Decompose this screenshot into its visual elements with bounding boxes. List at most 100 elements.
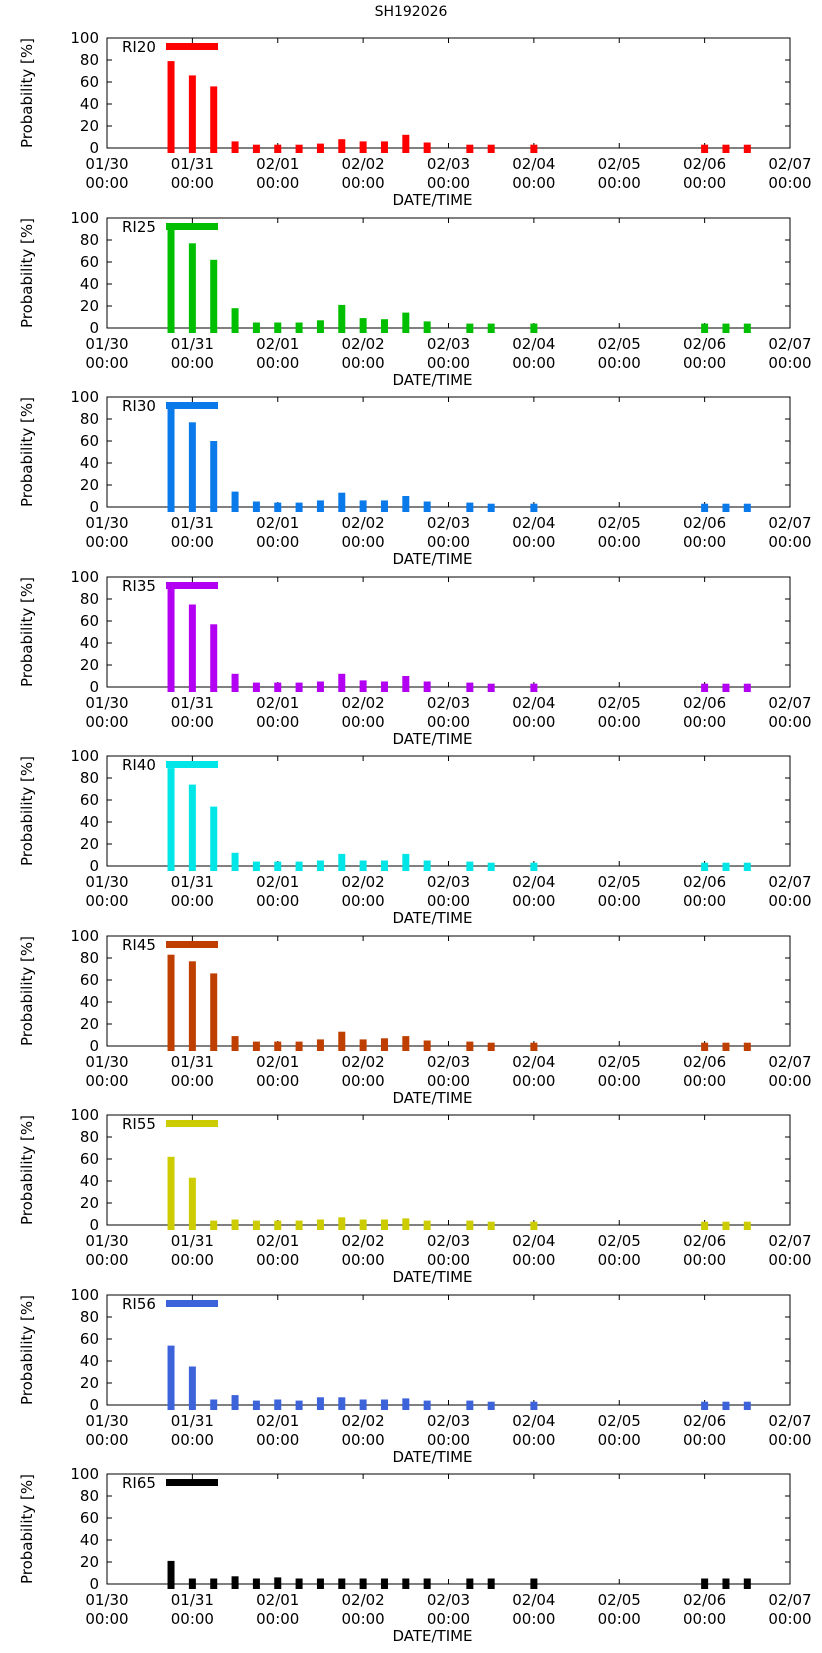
bar-ri40-14	[487, 862, 495, 871]
y-tick-label: 40	[80, 1352, 99, 1370]
x-tick-time-label: 00:00	[683, 1610, 726, 1628]
legend-swatch	[166, 761, 218, 768]
bar-ri56-2	[210, 1399, 218, 1410]
bar-ri35-0	[167, 586, 175, 692]
x-tick-time-label: 00:00	[342, 1431, 385, 1449]
bar-ri45-12	[423, 1040, 431, 1051]
plot-frame	[106, 217, 791, 329]
y-tick-label: 20	[80, 1553, 99, 1571]
bar-ri25-3	[231, 308, 239, 333]
x-tick-time-label: 00:00	[683, 713, 726, 731]
x-tick-date-label: 01/30	[85, 873, 128, 891]
x-tick-date-label: 02/07	[768, 694, 811, 712]
x-tick-time-label: 00:00	[256, 174, 299, 192]
x-tick-time-label: 00:00	[427, 354, 470, 372]
bar-ri35-8	[338, 673, 346, 692]
chart-panel-ri30: 02040608010001/3000:0001/3100:0002/0100:…	[18, 388, 812, 568]
x-tick-date-label: 02/03	[427, 1232, 470, 1250]
bar-ri55-6	[295, 1220, 303, 1230]
x-tick-date-label: 02/06	[683, 1412, 726, 1430]
bar-ri30-6	[295, 502, 303, 512]
x-tick-date-label: 02/07	[768, 1053, 811, 1071]
x-tick-date-label: 02/02	[342, 1053, 385, 1071]
bar-ri20-14	[487, 144, 495, 153]
x-tick-time-label: 00:00	[85, 1072, 128, 1090]
legend-label: RI45	[122, 936, 156, 954]
x-tick-time-label: 00:00	[171, 174, 214, 192]
y-axis-label: Probability [%]	[18, 38, 36, 148]
bar-ri35-7	[316, 681, 324, 692]
bar-ri55-5	[274, 1220, 282, 1230]
bar-ri25-17	[722, 323, 730, 333]
bar-ri65-18	[743, 1578, 751, 1589]
bar-ri40-9	[359, 860, 367, 871]
y-tick-label: 80	[80, 51, 99, 69]
x-tick-date-label: 02/01	[256, 1053, 299, 1071]
y-tick-label: 60	[80, 1330, 99, 1348]
y-tick-label: 20	[80, 1194, 99, 1212]
legend-swatch	[166, 402, 218, 409]
bar-ri56-18	[743, 1401, 751, 1410]
x-tick-time-label: 00:00	[512, 1072, 555, 1090]
bar-ri25-10	[380, 319, 388, 333]
bar-ri65-17	[722, 1578, 730, 1589]
bar-ri56-4	[252, 1400, 260, 1410]
bar-ri65-1	[188, 1578, 196, 1589]
bar-ri40-10	[380, 860, 388, 871]
bar-ri55-7	[316, 1219, 324, 1230]
x-tick-time-label: 00:00	[512, 892, 555, 910]
bar-ri20-1	[188, 75, 196, 153]
y-tick-label: 80	[80, 769, 99, 787]
y-axis-label: Probability [%]	[18, 577, 36, 687]
y-tick-label: 20	[80, 476, 99, 494]
x-tick-time-label: 00:00	[342, 1251, 385, 1269]
x-tick-date-label: 01/30	[85, 694, 128, 712]
bar-ri40-12	[423, 860, 431, 871]
x-tick-date-label: 01/31	[171, 1412, 214, 1430]
chart-panel-ri25: 02040608010001/3000:0001/3100:0002/0100:…	[18, 209, 812, 389]
bar-ri56-12	[423, 1400, 431, 1410]
bar-ri45-3	[231, 1036, 239, 1051]
x-tick-time-label: 00:00	[598, 533, 641, 551]
x-tick-time-label: 00:00	[683, 892, 726, 910]
bar-ri45-9	[359, 1039, 367, 1051]
x-tick-date-label: 01/31	[171, 514, 214, 532]
x-tick-date-label: 02/03	[427, 514, 470, 532]
bar-ri25-5	[274, 322, 282, 333]
legend-label: RI35	[122, 577, 156, 595]
bar-ri65-0	[167, 1560, 175, 1589]
plot-frame	[106, 755, 791, 867]
x-tick-date-label: 01/31	[171, 694, 214, 712]
bar-ri30-7	[316, 500, 324, 512]
y-tick-label: 60	[80, 791, 99, 809]
y-axis-label: Probability [%]	[18, 1115, 36, 1225]
bar-ri35-6	[295, 682, 303, 692]
x-tick-date-label: 02/01	[256, 335, 299, 353]
y-tick-label: 60	[80, 1509, 99, 1527]
legend-swatch	[166, 43, 218, 50]
x-tick-date-label: 02/07	[768, 1232, 811, 1250]
bar-ri30-0	[167, 406, 175, 512]
x-tick-time-label: 00:00	[171, 1431, 214, 1449]
bar-ri25-9	[359, 318, 367, 333]
bar-ri55-9	[359, 1219, 367, 1230]
plot-frame	[106, 1473, 791, 1585]
bar-ri45-10	[380, 1038, 388, 1051]
bar-ri20-15	[530, 144, 538, 153]
y-tick-label: 40	[80, 813, 99, 831]
x-tick-date-label: 02/05	[598, 155, 641, 173]
x-tick-date-label: 02/03	[427, 1412, 470, 1430]
x-tick-time-label: 00:00	[683, 1251, 726, 1269]
bar-ri65-7	[316, 1578, 324, 1589]
x-tick-time-label: 00:00	[342, 354, 385, 372]
legend-swatch	[166, 223, 218, 230]
x-tick-time-label: 00:00	[427, 1610, 470, 1628]
bar-ri40-15	[530, 862, 538, 871]
bar-ri35-11	[402, 676, 410, 692]
bar-ri45-2	[210, 973, 218, 1051]
bar-ri40-3	[231, 852, 239, 871]
bar-ri35-13	[466, 682, 474, 692]
bar-ri40-6	[295, 861, 303, 871]
x-tick-date-label: 02/02	[342, 1412, 385, 1430]
y-tick-label: 60	[80, 73, 99, 91]
